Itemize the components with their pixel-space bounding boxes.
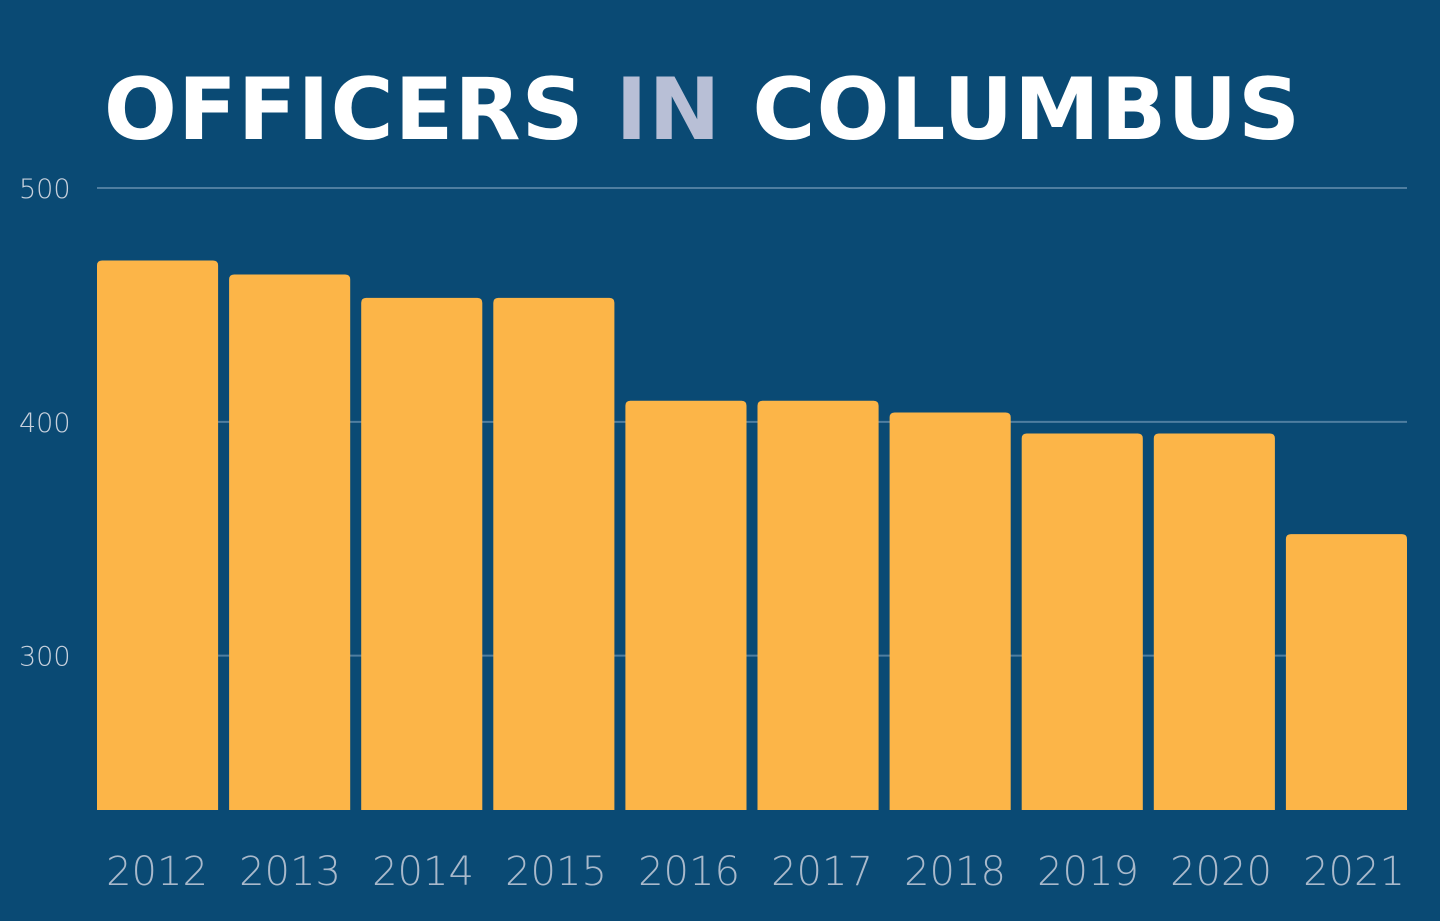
x-tick-label: 2016: [638, 849, 740, 895]
bar-2020: [1153, 433, 1275, 810]
bar-2014: [361, 297, 483, 811]
y-tick-label: 500: [19, 174, 71, 205]
y-axis-ticks: 300 400 500: [19, 174, 71, 673]
bar-2015: [493, 297, 615, 811]
x-tick-label: 2014: [372, 849, 474, 895]
bar-2012: [97, 260, 219, 810]
title-accent-word: IN: [615, 60, 722, 160]
x-tick-label: 2015: [505, 849, 607, 895]
bar-2016: [625, 400, 747, 810]
x-tick-label: 2012: [106, 849, 208, 895]
bars: [97, 260, 1407, 811]
x-tick-label: 2017: [771, 849, 873, 895]
chart-title: OFFICERS IN COLUMBUS: [0, 58, 1405, 162]
x-tick-label: 2013: [239, 849, 341, 895]
y-tick-label: 400: [19, 408, 71, 439]
bar-2019: [1021, 433, 1143, 810]
x-tick-label: 2021: [1303, 849, 1405, 895]
bar-2013: [229, 274, 351, 810]
y-tick-label: 300: [19, 642, 71, 673]
x-axis-ticks: 2012 2013 2014 2015 2016 2017 2018 2019 2020 2021: [106, 849, 1405, 895]
x-tick-label: 2018: [904, 849, 1006, 895]
title-part-1: OFFICERS: [103, 60, 616, 160]
bar-2018: [889, 412, 1011, 810]
bar-2017: [757, 400, 879, 810]
title-part-2: COLUMBUS: [721, 60, 1302, 160]
x-tick-label: 2020: [1170, 849, 1272, 895]
x-tick-label: 2019: [1037, 849, 1139, 895]
bar-2021: [1285, 534, 1407, 810]
